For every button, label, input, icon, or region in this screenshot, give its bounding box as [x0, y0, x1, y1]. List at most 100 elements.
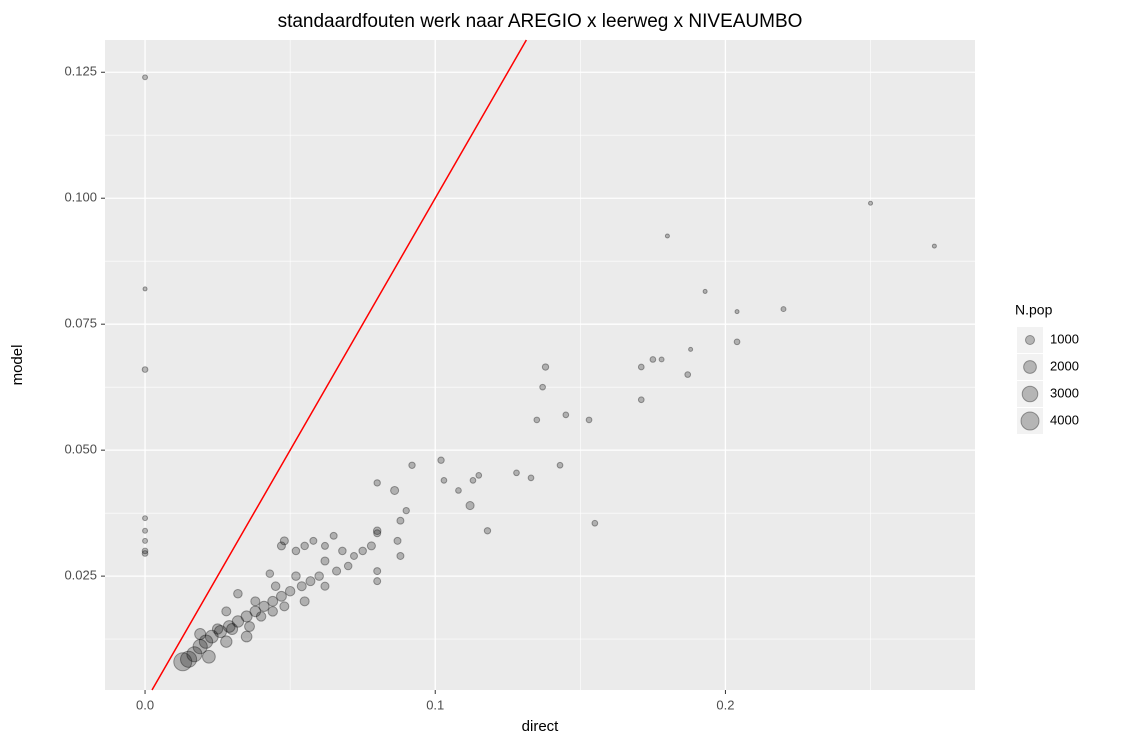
- point: [213, 625, 228, 639]
- point: [220, 635, 233, 648]
- point: [684, 371, 692, 378]
- point: [279, 601, 290, 612]
- point: [314, 571, 324, 581]
- point: [198, 634, 214, 649]
- x-tick-label: 0.1: [426, 697, 444, 712]
- legend-symbol: [1020, 411, 1040, 431]
- point: [258, 600, 270, 612]
- point: [192, 639, 208, 655]
- point: [332, 566, 342, 576]
- point: [402, 506, 410, 515]
- point: [437, 456, 445, 464]
- legend-label: 4000: [1050, 412, 1079, 427]
- point: [309, 536, 318, 545]
- point: [320, 556, 330, 566]
- point: [637, 396, 645, 404]
- point: [320, 541, 329, 550]
- point: [296, 581, 307, 592]
- point: [240, 630, 253, 643]
- point: [221, 606, 232, 617]
- point: [202, 649, 216, 664]
- point: [734, 309, 740, 315]
- legend-key: [1017, 327, 1043, 353]
- point: [533, 416, 541, 424]
- point: [173, 652, 193, 672]
- point: [338, 546, 347, 556]
- point: [142, 515, 149, 522]
- point: [250, 596, 261, 607]
- legend-label: 2000: [1050, 358, 1079, 373]
- legend-key: [1017, 408, 1043, 434]
- point: [408, 461, 416, 469]
- point: [541, 363, 550, 371]
- legend-symbol: [1021, 385, 1039, 403]
- point: [343, 561, 353, 571]
- point: [733, 338, 741, 346]
- point: [270, 581, 281, 591]
- point: [702, 288, 708, 294]
- y-tick-label: 0.125: [64, 64, 97, 79]
- legend-symbol: [1025, 335, 1035, 345]
- x-tick-label: 0.0: [136, 697, 154, 712]
- point: [562, 411, 570, 419]
- point: [141, 547, 149, 555]
- point: [649, 356, 657, 363]
- point: [469, 477, 477, 484]
- point: [142, 286, 148, 292]
- chart-title: standaardfouten werk naar AREGIO x leerw…: [278, 11, 803, 32]
- point: [244, 621, 255, 632]
- point: [513, 469, 520, 477]
- point: [539, 383, 546, 391]
- point: [194, 628, 207, 641]
- point: [664, 233, 670, 239]
- y-tick-label: 0.100: [64, 190, 97, 205]
- point: [142, 537, 149, 544]
- x-axis-label: direct: [522, 718, 560, 735]
- point: [358, 546, 367, 556]
- point: [265, 569, 275, 578]
- point: [211, 623, 224, 635]
- point: [222, 620, 236, 633]
- point: [284, 586, 296, 597]
- point: [393, 536, 402, 545]
- point: [868, 200, 874, 206]
- point: [276, 590, 287, 602]
- y-tick-label: 0.025: [64, 568, 97, 583]
- reference-line: [151, 39, 528, 691]
- point: [305, 576, 316, 587]
- point: [780, 306, 787, 313]
- legend-key: [1017, 354, 1043, 380]
- y-tick-label: 0.050: [64, 442, 97, 457]
- point: [267, 595, 279, 607]
- point: [255, 611, 267, 622]
- y-tick-label: 0.075: [64, 316, 97, 331]
- point: [233, 588, 243, 599]
- point: [329, 531, 338, 540]
- point: [240, 610, 253, 623]
- point: [372, 526, 382, 536]
- legend-label: 1000: [1050, 331, 1079, 346]
- point: [204, 629, 219, 644]
- point: [931, 243, 937, 249]
- panel-background: [105, 40, 975, 690]
- point: [249, 605, 262, 618]
- point: [320, 581, 330, 591]
- x-tick-label: 0.2: [716, 697, 734, 712]
- point: [591, 519, 599, 527]
- point: [396, 551, 405, 560]
- point: [276, 541, 286, 551]
- legend-label: 3000: [1050, 385, 1079, 400]
- legend-title: N.pop: [1015, 302, 1053, 318]
- point: [226, 623, 239, 636]
- legend-key: [1017, 381, 1043, 407]
- point: [527, 474, 535, 482]
- point: [475, 472, 483, 479]
- point: [483, 527, 492, 535]
- point: [291, 571, 301, 581]
- point: [141, 550, 149, 557]
- point: [373, 479, 381, 487]
- legend-symbol: [1023, 360, 1037, 374]
- point: [267, 606, 278, 617]
- point: [291, 546, 301, 556]
